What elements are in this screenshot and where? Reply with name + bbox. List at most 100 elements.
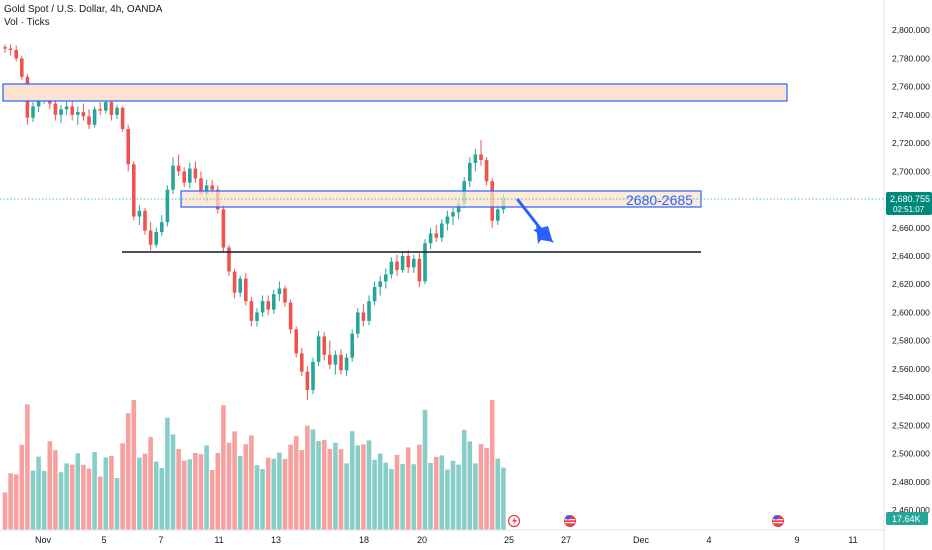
volume-bar xyxy=(361,444,366,530)
candle xyxy=(384,268,388,289)
volume-value-text: 17.64K xyxy=(892,514,921,524)
time-tick-label: 7 xyxy=(158,535,163,545)
volume-bar xyxy=(344,463,349,530)
volume-bar xyxy=(148,437,153,530)
volume-bar xyxy=(75,453,81,530)
candle xyxy=(305,366,310,400)
candle xyxy=(176,154,181,176)
forecast-arrow-icon[interactable] xyxy=(516,198,554,244)
candle xyxy=(20,55,24,80)
volume-bar xyxy=(293,435,299,530)
candle xyxy=(59,105,63,124)
candle xyxy=(64,99,69,115)
volume-bar xyxy=(288,444,293,530)
volume-bar xyxy=(232,431,237,530)
candle xyxy=(328,340,332,369)
candle xyxy=(115,105,119,120)
volume-bar xyxy=(377,453,383,530)
candle xyxy=(283,285,287,307)
volume-bar xyxy=(249,435,254,530)
price-axis[interactable]: 2,800.000 2,780.000 2,760.000 2,740.000 2,72… xyxy=(892,25,930,515)
volume-bar xyxy=(221,405,226,530)
time-tick-label: 25 xyxy=(504,535,514,545)
volume-bar xyxy=(428,463,433,530)
candle xyxy=(238,275,242,297)
volume-bar xyxy=(58,472,64,530)
volume-bar xyxy=(327,449,333,530)
candle xyxy=(260,295,265,317)
volume-bar xyxy=(125,413,131,530)
us-flag-event-icon[interactable] xyxy=(772,515,784,527)
volume-indicator-title[interactable]: Vol · Ticks xyxy=(4,17,50,28)
volume-bar xyxy=(86,468,92,530)
candle xyxy=(294,326,298,358)
volume-bar xyxy=(461,429,467,530)
volume-bar xyxy=(92,452,97,530)
candle xyxy=(148,222,153,251)
resistance-zone-upper[interactable] xyxy=(2,83,788,102)
volume-bar xyxy=(495,458,501,530)
volume-bar xyxy=(153,461,159,530)
volume-bar xyxy=(36,456,41,530)
volume-bars xyxy=(2,400,506,530)
candle xyxy=(87,109,91,129)
volume-bar xyxy=(260,469,265,530)
time-tick-label: 20 xyxy=(417,535,427,545)
volume-bar xyxy=(405,447,411,530)
volume-bar xyxy=(109,456,114,530)
candle xyxy=(451,208,455,225)
volume-bar xyxy=(187,459,193,530)
candle xyxy=(14,45,18,62)
candle xyxy=(372,281,377,306)
flash-event-icon[interactable] xyxy=(507,514,521,528)
volume-bar xyxy=(489,400,495,530)
candle xyxy=(333,350,338,375)
us-flag-event-icon[interactable] xyxy=(564,515,576,527)
candle xyxy=(350,329,354,362)
candle xyxy=(132,161,136,221)
candle xyxy=(193,161,198,183)
volume-bar xyxy=(198,454,204,530)
price-tick-label: 2,640.000 xyxy=(892,251,930,261)
candle xyxy=(188,162,192,189)
volume-bar xyxy=(271,458,277,530)
volume-bar xyxy=(282,459,288,530)
volume-bar xyxy=(25,404,30,530)
candle xyxy=(160,215,164,237)
volume-bar xyxy=(193,453,198,530)
candle xyxy=(400,251,405,273)
candle xyxy=(395,254,399,276)
candle xyxy=(249,296,254,327)
time-axis[interactable]: Nov 5 7 11 13 18 20 25 27 Dec 4 9 11 xyxy=(35,535,858,545)
volume-bar xyxy=(137,457,142,530)
candle xyxy=(473,148,478,172)
candle xyxy=(412,254,416,273)
candle xyxy=(272,289,276,314)
volume-bar xyxy=(53,450,58,530)
candle xyxy=(440,219,444,242)
price-tick-label: 2,700.000 xyxy=(892,166,930,176)
candle xyxy=(378,275,382,296)
volume-bar xyxy=(445,469,450,530)
countdown-text: 02:51:07 xyxy=(893,205,925,214)
volume-bar xyxy=(243,444,249,530)
volume-bar xyxy=(400,464,405,530)
volume-bar xyxy=(338,449,344,530)
volume-bar xyxy=(310,429,316,530)
time-tick-label: 5 xyxy=(101,535,106,545)
price-tick-label: 2,540.000 xyxy=(892,392,930,402)
price-tick-label: 2,620.000 xyxy=(892,279,930,289)
candle xyxy=(98,102,102,115)
symbol-title[interactable]: Gold Spot / U.S. Dollar, 4h, OANDA xyxy=(4,4,163,15)
candle xyxy=(356,308,360,338)
candle xyxy=(143,208,147,235)
candle xyxy=(165,185,170,227)
volume-bar xyxy=(226,442,232,530)
candle xyxy=(255,308,259,327)
time-tick-label: 11 xyxy=(214,535,223,545)
price-tick-label: 2,660.000 xyxy=(892,223,930,233)
candle xyxy=(300,347,304,376)
volume-bar xyxy=(97,476,103,530)
candle xyxy=(428,227,433,249)
